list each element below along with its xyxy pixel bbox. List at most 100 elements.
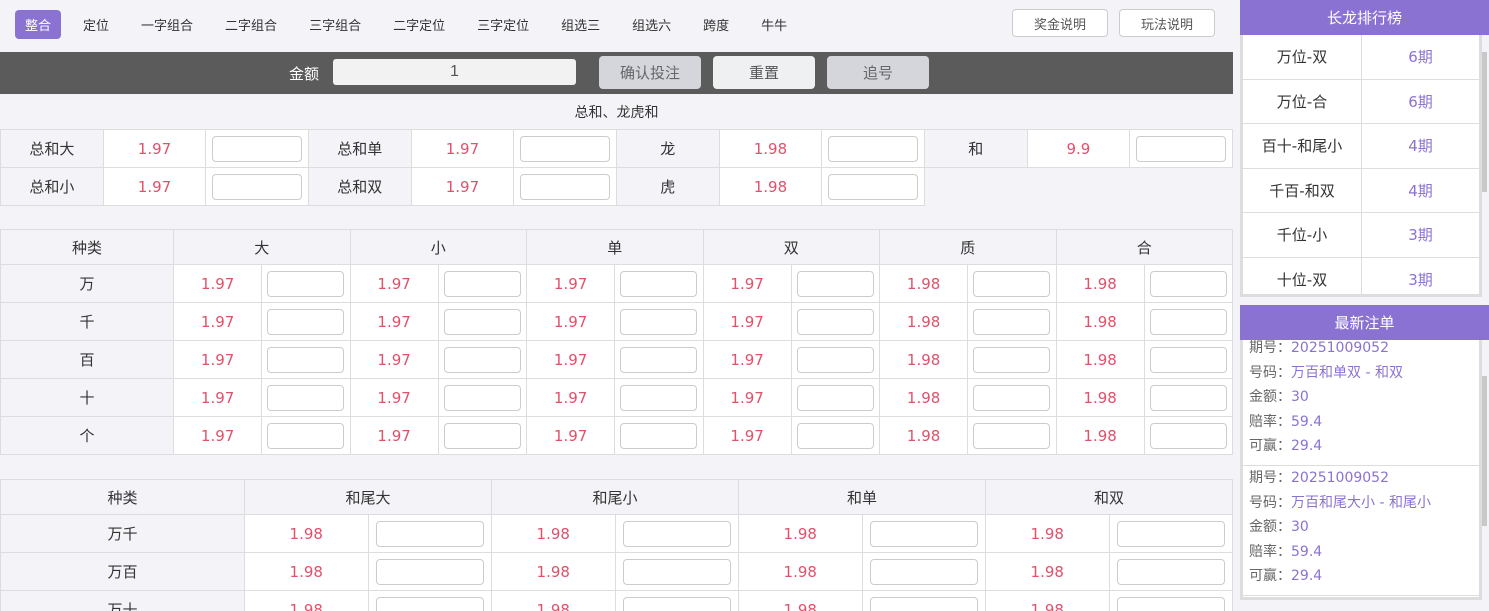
bet-input-cell xyxy=(1143,264,1233,303)
odds-value: 1.97 xyxy=(702,264,792,303)
bet-amount-input[interactable] xyxy=(375,558,484,585)
bet-amount-input[interactable] xyxy=(622,558,731,585)
bet-amount-input[interactable] xyxy=(973,422,1051,449)
tab-5[interactable]: 二字定位 xyxy=(393,18,446,34)
odds-value: 1.97 xyxy=(349,378,439,417)
odds-value: 1.97 xyxy=(525,264,616,303)
rank-name: 万位-合 xyxy=(1243,79,1362,123)
bet-amount-input[interactable] xyxy=(620,308,698,335)
bet-amount-input[interactable] xyxy=(267,384,345,411)
reset-button[interactable]: 重置 xyxy=(713,56,815,89)
bet-amount-input[interactable] xyxy=(1116,558,1225,585)
field-label: 号码： xyxy=(1249,494,1291,511)
odds-value: 1.98 xyxy=(718,167,823,206)
bet-amount-input[interactable] xyxy=(1149,422,1227,449)
section-title: 总和、龙虎和 xyxy=(574,104,659,121)
bet-amount-input[interactable] xyxy=(620,346,698,373)
bet-amount-input[interactable] xyxy=(267,308,345,335)
field-label: 期号： xyxy=(1249,469,1291,486)
bet-amount-input[interactable] xyxy=(973,384,1051,411)
bet-amount-input[interactable] xyxy=(620,270,698,297)
bet-amount-input[interactable] xyxy=(1136,135,1226,162)
tab-4[interactable]: 三字组合 xyxy=(309,18,362,34)
bet-amount-input[interactable] xyxy=(375,596,484,611)
bet-input-cell xyxy=(261,416,351,455)
bet-record: 期号：20251009052 号码：万百和单双 - 和双 金额：30 赔率：59.4 可… xyxy=(1243,340,1479,466)
amount-input[interactable] xyxy=(333,59,576,85)
row-label: 万千 xyxy=(0,514,245,553)
row-label: 十 xyxy=(0,378,174,417)
row-label: 千 xyxy=(0,302,174,341)
rank-scrollbar[interactable] xyxy=(1482,52,1487,192)
bet-amount-input[interactable] xyxy=(796,270,874,297)
bets-scrollbar[interactable] xyxy=(1482,376,1487,526)
bet-amount-input[interactable] xyxy=(267,270,345,297)
confirm-bet-button[interactable]: 确认投注 xyxy=(599,56,701,89)
bet-amount-input[interactable] xyxy=(973,346,1051,373)
bet-amount-input[interactable] xyxy=(212,173,302,200)
tab-7[interactable]: 组选三 xyxy=(561,18,601,34)
field-value: 万百和单双 - 和双 xyxy=(1291,364,1403,381)
bet-amount-input[interactable] xyxy=(869,520,978,547)
bet-amount-input[interactable] xyxy=(796,308,874,335)
bet-amount-input[interactable] xyxy=(796,346,874,373)
sidebar: 长龙排行榜 万位-双 6期 万位-合 6期 百十-和尾小 4期 千百-和双 4期 千位-小 3期十… xyxy=(1240,0,1489,611)
bet-amount-input[interactable] xyxy=(520,135,610,162)
bet-amount-input[interactable] xyxy=(520,173,610,200)
table-row: 十 1.97 1.97 1.97 1.97 1.98 1.98 xyxy=(0,378,1233,417)
bet-amount-input[interactable] xyxy=(443,346,521,373)
bet-amount-input[interactable] xyxy=(443,422,521,449)
bet-amount-input[interactable] xyxy=(620,384,698,411)
prize-info-button[interactable]: 奖金说明 xyxy=(1012,9,1108,37)
table-row: 个 1.97 1.97 1.97 1.97 1.98 1.98 xyxy=(0,416,1233,455)
row-label: 万 xyxy=(0,264,174,303)
bet-amount-input[interactable] xyxy=(620,422,698,449)
bet-amount-input[interactable] xyxy=(443,384,521,411)
bet-amount-input[interactable] xyxy=(828,135,918,162)
bet-amount-input[interactable] xyxy=(796,422,874,449)
bet-amount-input[interactable] xyxy=(1116,596,1225,611)
bet-amount-input[interactable] xyxy=(828,173,918,200)
tab-1[interactable]: 定位 xyxy=(83,18,110,34)
table-row: 总和大 1.97 总和单 1.97 龙 1.98 和 9.9 xyxy=(0,129,1233,168)
pair-sum-table: 种类 和尾大 和尾小 和单 和双 万千 1.98 1.98 1.98 1.98 万百 1.98 1.98… xyxy=(0,479,1233,611)
bet-amount-input[interactable] xyxy=(869,558,978,585)
bet-amount-input[interactable] xyxy=(375,520,484,547)
bet-amount-input[interactable] xyxy=(1149,308,1227,335)
odds-value: 1.97 xyxy=(172,264,263,303)
tab-9[interactable]: 跨度 xyxy=(703,18,730,34)
bet-input-cell xyxy=(437,264,528,303)
bet-amount-input[interactable] xyxy=(267,346,345,373)
rules-info-button[interactable]: 玩法说明 xyxy=(1119,9,1215,37)
tab-0[interactable]: 整合 xyxy=(15,9,62,39)
bet-amount-input[interactable] xyxy=(622,520,731,547)
tab-3[interactable]: 二字组合 xyxy=(225,18,278,34)
tab-6[interactable]: 三字定位 xyxy=(477,18,530,34)
bet-amount-input[interactable] xyxy=(212,135,302,162)
chase-button[interactable]: 追号 xyxy=(827,56,929,89)
latest-bets-list[interactable]: 期号：20251009052 号码：万百和单双 - 和双 金额：30 赔率：59.4 可… xyxy=(1240,340,1482,600)
bet-amount-input[interactable] xyxy=(973,270,1051,297)
bet-amount-input[interactable] xyxy=(267,422,345,449)
bet-amount-input[interactable] xyxy=(443,308,521,335)
bet-amount-input[interactable] xyxy=(1149,346,1227,373)
tab-10[interactable]: 牛牛 xyxy=(761,18,788,34)
bet-amount-input[interactable] xyxy=(796,384,874,411)
bet-amount-input[interactable] xyxy=(622,596,731,611)
bet-amount-input[interactable] xyxy=(443,270,521,297)
bet-amount-input[interactable] xyxy=(1149,384,1227,411)
bet-input-cell xyxy=(967,302,1057,341)
table-row: 万千 1.98 1.98 1.98 1.98 xyxy=(0,514,1233,553)
bet-amount-input[interactable] xyxy=(869,596,978,611)
bet-input-cell xyxy=(790,416,881,455)
bet-amount-input[interactable] xyxy=(1149,270,1227,297)
column-header: 质 xyxy=(879,229,1057,265)
tab-2[interactable]: 一字组合 xyxy=(141,18,194,34)
tab-8[interactable]: 组选六 xyxy=(632,18,672,34)
column-header: 大 xyxy=(173,229,351,265)
field-label: 赔率： xyxy=(1249,413,1291,430)
bet-amount-input[interactable] xyxy=(973,308,1051,335)
odds-value: 1.98 xyxy=(878,302,969,341)
bet-amount-input[interactable] xyxy=(1116,520,1225,547)
rank-list[interactable]: 万位-双 6期 万位-合 6期 百十-和尾小 4期 千百-和双 4期 千位-小 3期 十位-双 3期 xyxy=(1240,35,1482,297)
